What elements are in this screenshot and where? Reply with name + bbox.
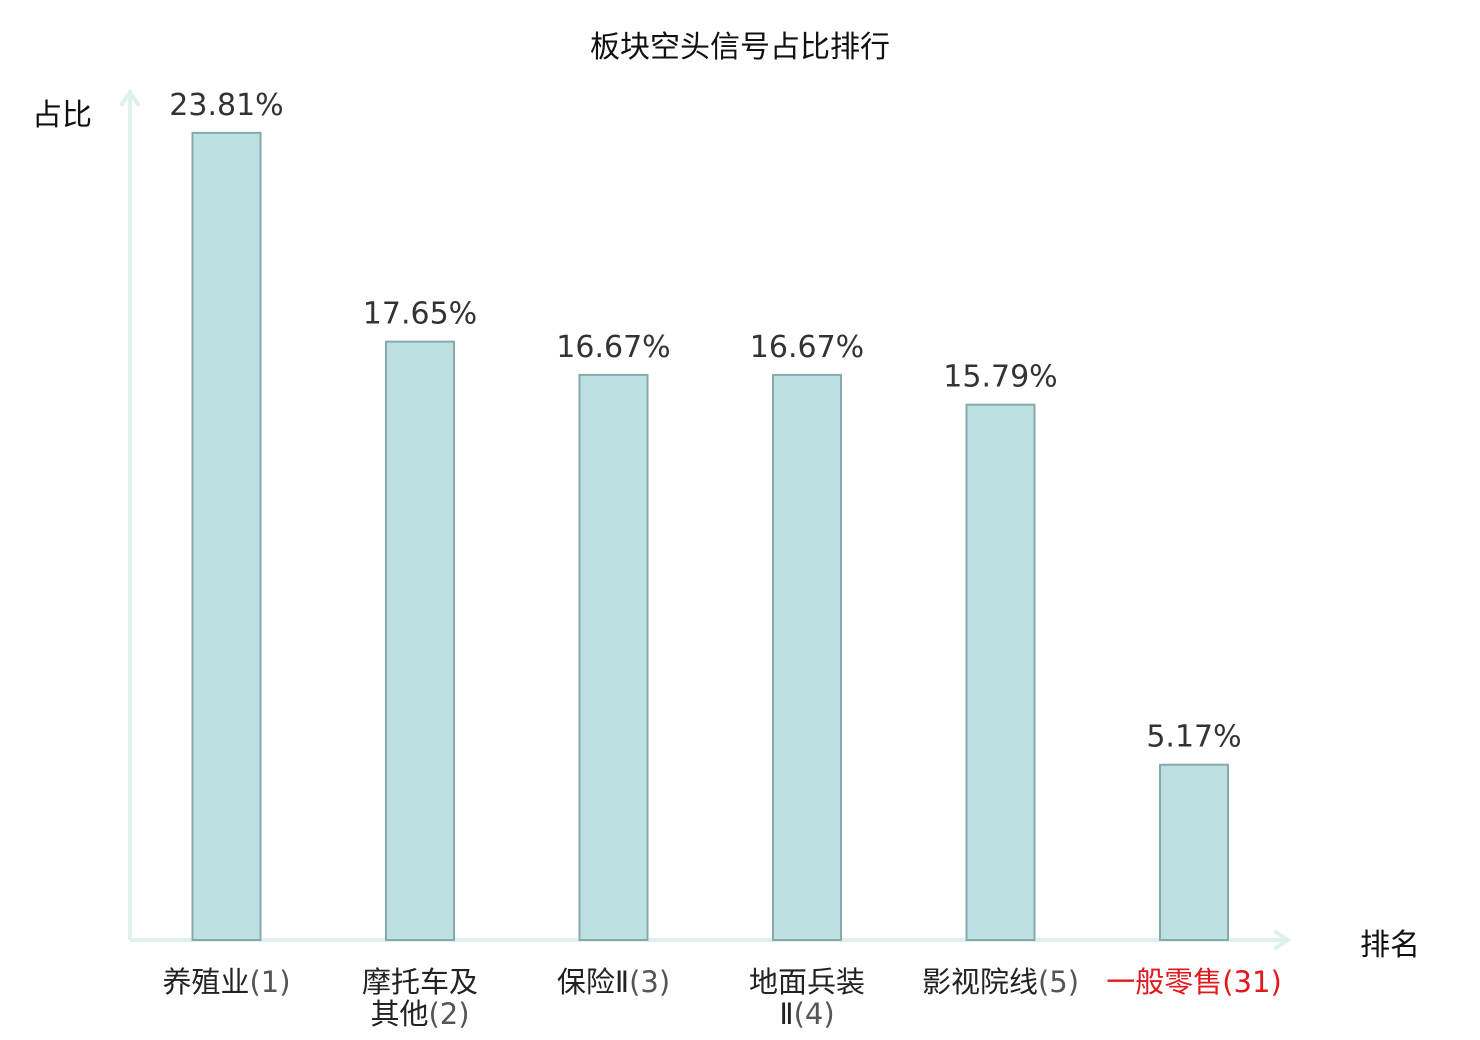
category-rank: (1) — [249, 965, 291, 999]
bar — [385, 340, 455, 942]
bar-value-label: 17.65% — [363, 297, 477, 332]
value-labels: 23.81% 17.65% 16.67% 16.67% 15.79% 5.17% — [169, 88, 1241, 755]
bar-value-label: 15.79% — [943, 360, 1057, 395]
y-axis-label: 占比 — [32, 98, 92, 133]
category-rank: (31) — [1222, 965, 1282, 999]
category-name: 地面兵装 — [748, 965, 865, 999]
bar-value-label: 16.67% — [556, 330, 670, 365]
bar — [191, 131, 262, 941]
category-label: 影视院线(5) — [906, 966, 1096, 998]
bar-value-label: 23.81% — [169, 88, 283, 123]
x-axis-arrow — [1272, 929, 1292, 951]
axes — [119, 88, 1292, 951]
bar — [1159, 763, 1229, 941]
bar — [965, 403, 1036, 941]
category-label: 保险Ⅱ(3) — [519, 966, 709, 998]
category-name: 其他 — [370, 997, 429, 1031]
category-name: 保险Ⅱ — [556, 965, 630, 999]
category-label: 地面兵装 Ⅱ(4) — [712, 966, 902, 1030]
chart-title: 板块空头信号占比排行 — [590, 30, 890, 65]
category-rank: (2) — [428, 997, 470, 1031]
category-name: 一般零售 — [1106, 965, 1223, 999]
bar — [578, 373, 649, 941]
category-label: 一般零售(31) — [1099, 966, 1289, 998]
category-rank: (4) — [793, 997, 835, 1031]
bar — [772, 373, 842, 941]
category-label: 养殖业(1) — [132, 966, 322, 998]
category-rank: (3) — [629, 965, 671, 999]
bar-value-label: 16.67% — [750, 330, 864, 365]
x-axis-label: 排名 — [1360, 928, 1420, 963]
category-name: 养殖业 — [162, 965, 250, 999]
category-label: 摩托车及 其他(2) — [325, 966, 515, 1030]
bars — [191, 131, 1229, 942]
category-name: 影视院线 — [921, 965, 1038, 999]
y-axis-arrow — [119, 88, 141, 108]
category-name: 摩托车及 — [361, 965, 478, 999]
category-rank: (5) — [1037, 965, 1080, 999]
category-name: Ⅱ — [779, 997, 794, 1031]
bar-value-label: 5.17% — [1146, 720, 1241, 755]
